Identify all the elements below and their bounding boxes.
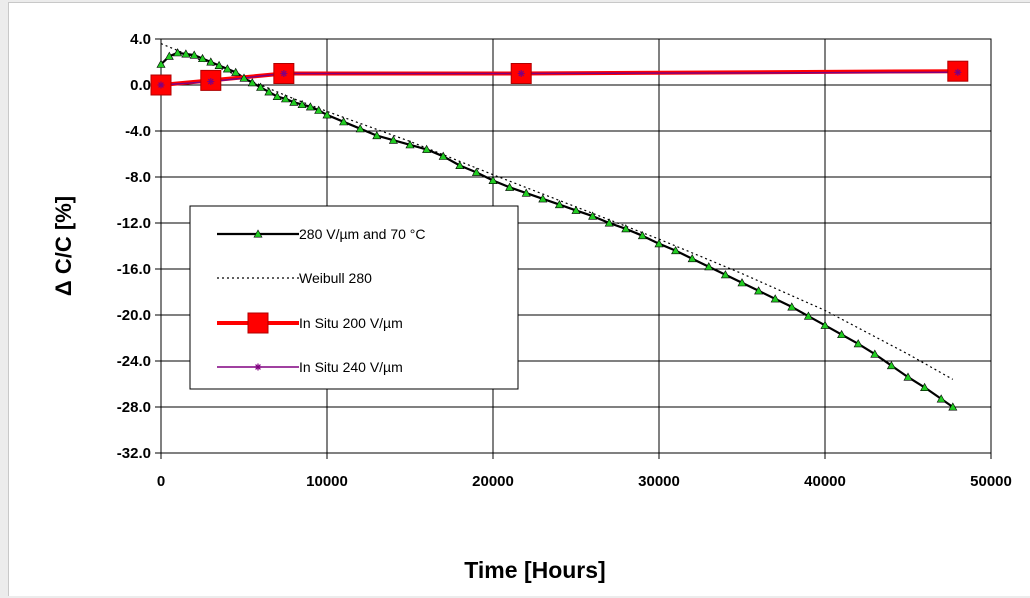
data-point-series-0 [471,167,481,176]
data-point-series-3 [954,68,962,76]
data-point-series-0 [322,110,332,119]
data-point-series-0 [571,205,581,214]
legend-box [189,205,519,390]
data-point-series-0 [654,239,664,248]
x-tick-label: 20000 [472,473,514,490]
data-point-series-0 [770,294,780,303]
legend-label-3: In Situ 240 V/µm [299,359,403,375]
data-point-series-0 [256,82,266,91]
data-point-series-0 [214,60,224,69]
data-point-series-0 [936,394,946,403]
y-tick-label: 0.0 [130,77,151,94]
data-point-series-0 [948,402,958,411]
data-point-series-0 [422,144,432,153]
data-point-series-0 [173,48,183,57]
data-point-series-0 [438,151,448,160]
data-point-series-0 [754,286,764,295]
data-point-series-0 [671,245,681,255]
data-point-series-0 [521,188,531,197]
y-tick-label: -16.0 [117,261,151,278]
y-tick-label: -12.0 [117,215,151,232]
data-point-series-0 [388,135,398,144]
data-point-series-0 [231,67,241,76]
data-point-series-0 [164,51,174,60]
data-point-series-0 [737,278,747,287]
y-tick-labels: 4.0 0.0 -4.0 -8.0 -12.0 -16.0 -20.0 -24.0 -28.0 -… [117,31,151,462]
data-point-series-0 [339,117,349,126]
x-tick-label: 10000 [306,473,348,490]
data-point-series-0 [289,97,299,106]
data-point-series-0 [538,194,548,203]
data-point-series-0 [455,160,465,169]
data-point-series-0 [870,349,880,358]
data-point-series-0 [488,175,498,184]
legend-label-2: In Situ 200 V/µm [299,315,403,331]
x-axis-title: Time [Hours] [464,557,605,583]
data-point-series-0 [604,218,614,227]
data-point-series-0 [189,50,199,59]
data-point-series-0 [181,49,191,58]
chart-svg: 4.0 0.0 -4.0 -8.0 -12.0 -16.0 -20.0 -24.0 -28.0 -… [51,31,1012,583]
data-point-series-0 [720,270,730,279]
legend-marker-0 [253,229,263,238]
y-axis-title: Δ C/C [%] [51,196,76,296]
data-point-series-0 [247,78,257,87]
data-point-series-0 [505,182,515,191]
legend-marker-3 [254,363,262,371]
y-tick-label: -20.0 [117,307,151,324]
x-tick-labels: 0 10000 20000 30000 40000 50000 [157,473,1012,490]
data-point-series-0 [355,124,365,133]
series-markers [150,48,969,411]
y-tick-label: -4.0 [125,123,151,140]
data-point-series-0 [222,64,232,73]
x-tick-label: 0 [157,473,165,490]
y-tick-label: -24.0 [117,353,151,370]
data-point-series-0 [305,102,315,111]
data-point-series-0 [704,262,714,271]
legend-label-0: 280 V/µm and 70 °C [299,226,426,242]
x-tick-label: 40000 [804,473,846,490]
data-point-series-0 [239,73,249,82]
data-point-series-3 [207,78,215,86]
data-point-series-0 [886,360,896,370]
data-point-series-0 [903,372,913,381]
data-point-series-0 [264,87,274,96]
data-point-series-0 [197,53,208,63]
data-point-series-3 [517,70,525,77]
data-point-series-0 [156,59,166,68]
data-point-series-0 [372,130,382,140]
chart-panel: 4.0 0.0 -4.0 -8.0 -12.0 -16.0 -20.0 -24.0 -28.0 -… [8,2,1030,596]
x-tick-label: 30000 [638,473,680,490]
data-point-series-0 [272,91,282,100]
y-tick-label: -32.0 [117,445,151,462]
data-point-series-0 [621,224,631,233]
data-point-series-0 [920,382,930,391]
legend-label-1: Weibull 280 [299,270,372,286]
data-point-series-0 [405,140,415,149]
data-point-series-0 [820,320,830,329]
data-point-series-0 [314,105,324,114]
y-tick-label: -8.0 [125,169,151,186]
data-point-series-0 [588,211,598,220]
data-point-series-3 [157,81,165,89]
data-point-series-0 [297,99,307,109]
y-tick-label: 4.0 [130,31,151,48]
data-point-series-3 [280,70,288,77]
series-line-1 [160,43,954,380]
legend-marker-2 [247,312,269,334]
data-point-series-0 [280,94,291,103]
data-point-series-0 [687,254,697,263]
legend: 280 V/µm and 70 °C Weibull 280 In Situ 200… [189,205,519,390]
data-point-series-0 [206,57,216,66]
data-point-series-0 [787,302,797,311]
data-point-series-0 [637,231,647,240]
x-tick-label: 50000 [970,473,1012,490]
data-point-series-0 [837,329,847,339]
data-point-series-0 [554,199,564,209]
y-tick-label: -28.0 [117,399,151,416]
data-point-series-0 [853,339,863,348]
data-point-series-0 [803,311,813,320]
